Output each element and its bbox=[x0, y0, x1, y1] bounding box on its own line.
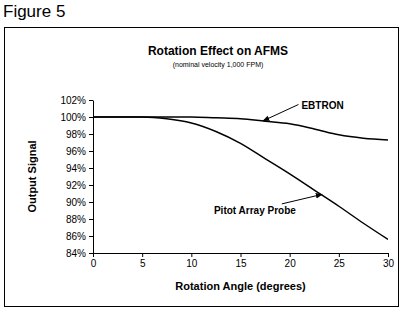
x-tick: 0 bbox=[91, 253, 97, 269]
x-tick-mark bbox=[241, 253, 242, 257]
x-tick-mark bbox=[191, 253, 192, 257]
y-tick-label: 98% bbox=[66, 129, 86, 140]
y-axis-title: Output Signal bbox=[26, 140, 38, 212]
x-tick-mark bbox=[142, 253, 143, 257]
x-tick: 25 bbox=[334, 253, 346, 269]
x-tick-label: 15 bbox=[235, 258, 247, 269]
y-tick: 98% bbox=[66, 129, 93, 140]
x-tick: 5 bbox=[140, 253, 146, 269]
series-line bbox=[93, 117, 388, 239]
chart-title: Rotation Effect on AFMS bbox=[148, 44, 288, 58]
x-axis-title: Rotation Angle (degrees) bbox=[175, 280, 306, 292]
y-tick-label: 88% bbox=[66, 214, 86, 225]
y-tick-label: 86% bbox=[66, 231, 86, 242]
series-line bbox=[93, 117, 388, 140]
annotations: EBTRON Pitot Array Probe bbox=[214, 100, 344, 216]
y-tick-mark bbox=[89, 202, 93, 203]
y-tick: 100% bbox=[60, 112, 93, 123]
figure-caption: Figure 5 bbox=[3, 2, 65, 21]
x-tick-label: 30 bbox=[383, 258, 395, 269]
y-tick-mark bbox=[89, 185, 93, 186]
x-tick: 30 bbox=[383, 253, 395, 269]
x-tick-label: 10 bbox=[186, 258, 198, 269]
annotation-arrow bbox=[282, 194, 322, 204]
x-tick-label: 5 bbox=[140, 258, 146, 269]
x-tick: 10 bbox=[186, 253, 198, 269]
y-tick-label: 92% bbox=[66, 180, 86, 191]
y-axis-line bbox=[93, 101, 94, 254]
chart-svg: Figure 5 Rotation Effect on AFMS (nominal … bbox=[0, 0, 403, 312]
chart-subtitle: (nominal velocity 1,000 FPM) bbox=[173, 61, 264, 69]
x-tick-label: 25 bbox=[334, 258, 346, 269]
y-tick-label: 100% bbox=[60, 112, 86, 123]
y-tick: 102% bbox=[60, 95, 93, 106]
plot-lines bbox=[93, 117, 388, 239]
annotation-text: Pitot Array Probe bbox=[214, 205, 296, 216]
x-tick: 15 bbox=[235, 253, 247, 269]
x-tick-mark bbox=[339, 253, 340, 257]
y-tick-label: 96% bbox=[66, 146, 86, 157]
y-tick: 90% bbox=[66, 197, 93, 208]
x-axis: 0 5 10 15 20 25 30 bbox=[91, 253, 395, 269]
y-tick-label: 90% bbox=[66, 197, 86, 208]
annotation-text: EBTRON bbox=[301, 100, 343, 111]
y-tick-label: 84% bbox=[66, 248, 86, 259]
y-tick-mark bbox=[89, 117, 93, 118]
y-tick-mark bbox=[89, 236, 93, 237]
x-tick: 20 bbox=[285, 253, 297, 269]
chart-frame bbox=[5, 28, 399, 307]
y-tick-mark bbox=[89, 134, 93, 135]
y-tick-mark bbox=[89, 151, 93, 152]
y-tick: 94% bbox=[66, 163, 93, 174]
y-tick: 84% bbox=[66, 248, 93, 259]
x-tick-label: 0 bbox=[91, 258, 97, 269]
x-tick-mark bbox=[388, 253, 389, 257]
y-tick-mark bbox=[89, 168, 93, 169]
x-tick-mark bbox=[290, 253, 291, 257]
y-tick-label: 94% bbox=[66, 163, 86, 174]
x-tick-label: 20 bbox=[285, 258, 297, 269]
y-tick-mark bbox=[89, 100, 93, 101]
y-axis: 84% 86% 88% 90% 92% 94% 96% 98% 100% 102% bbox=[60, 95, 93, 259]
x-tick-mark bbox=[93, 253, 94, 257]
y-tick-mark bbox=[89, 219, 93, 220]
y-tick: 86% bbox=[66, 231, 93, 242]
y-tick-mark bbox=[89, 253, 93, 254]
y-tick: 92% bbox=[66, 180, 93, 191]
y-tick: 96% bbox=[66, 146, 93, 157]
y-tick-label: 102% bbox=[60, 95, 86, 106]
annotation-arrow bbox=[263, 105, 298, 121]
y-tick: 88% bbox=[66, 214, 93, 225]
